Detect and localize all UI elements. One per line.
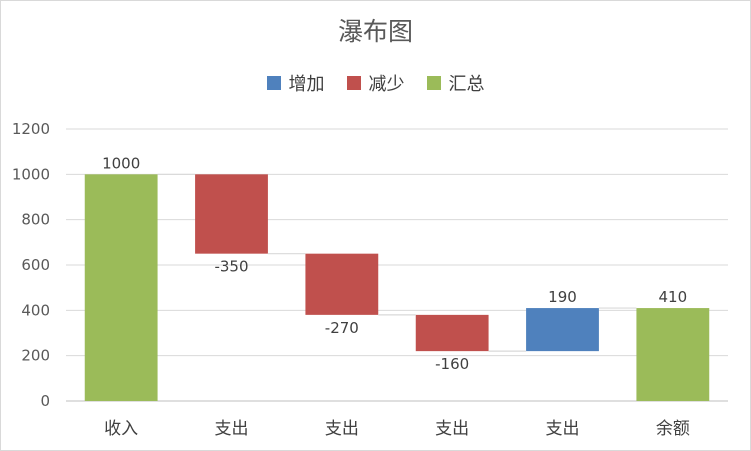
legend-label-decrease: 减少 (368, 74, 405, 95)
x-tick-label: 支出 (325, 419, 359, 439)
legend: 增加 减少 汇总 (0, 70, 751, 96)
legend-label-total: 汇总 (448, 74, 485, 95)
data-label: -350 (214, 258, 248, 276)
chart-title: 瀑布图 (337, 17, 413, 46)
x-tick-label: 支出 (215, 419, 249, 439)
legend-swatch-total (426, 76, 441, 90)
bar-decrease-3 (305, 253, 379, 315)
y-tick-label: 600 (21, 256, 50, 274)
data-label: -160 (435, 355, 469, 373)
legend-item-total: 汇总 (426, 70, 485, 96)
y-tick-label: 0 (40, 392, 50, 410)
bar-total-6 (636, 308, 710, 401)
legend-swatch-decrease (346, 76, 361, 90)
legend-swatch-increase (266, 76, 281, 90)
data-label: 190 (548, 288, 577, 306)
y-tick-label: 200 (21, 347, 50, 365)
legend-item-decrease: 减少 (346, 70, 405, 96)
y-tick-label: 1000 (12, 165, 50, 183)
x-tick-label: 支出 (435, 419, 469, 439)
bar-total-1 (84, 174, 158, 401)
y-tick-label: 400 (21, 301, 50, 319)
bar-decrease-4 (415, 314, 489, 352)
data-label: -270 (325, 319, 359, 337)
legend-label-increase: 增加 (288, 74, 325, 95)
x-tick-label: 收入 (104, 419, 138, 439)
y-tick-label: 1200 (12, 120, 50, 138)
x-tick-label: 余额 (656, 419, 690, 439)
x-tick-label: 支出 (546, 419, 580, 439)
data-label: 410 (659, 288, 688, 306)
y-tick-label: 800 (21, 211, 50, 229)
bar-increase-5 (526, 308, 599, 352)
legend-item-increase: 增加 (266, 70, 325, 96)
data-label: 1000 (102, 154, 140, 172)
bar-decrease-2 (195, 174, 268, 254)
